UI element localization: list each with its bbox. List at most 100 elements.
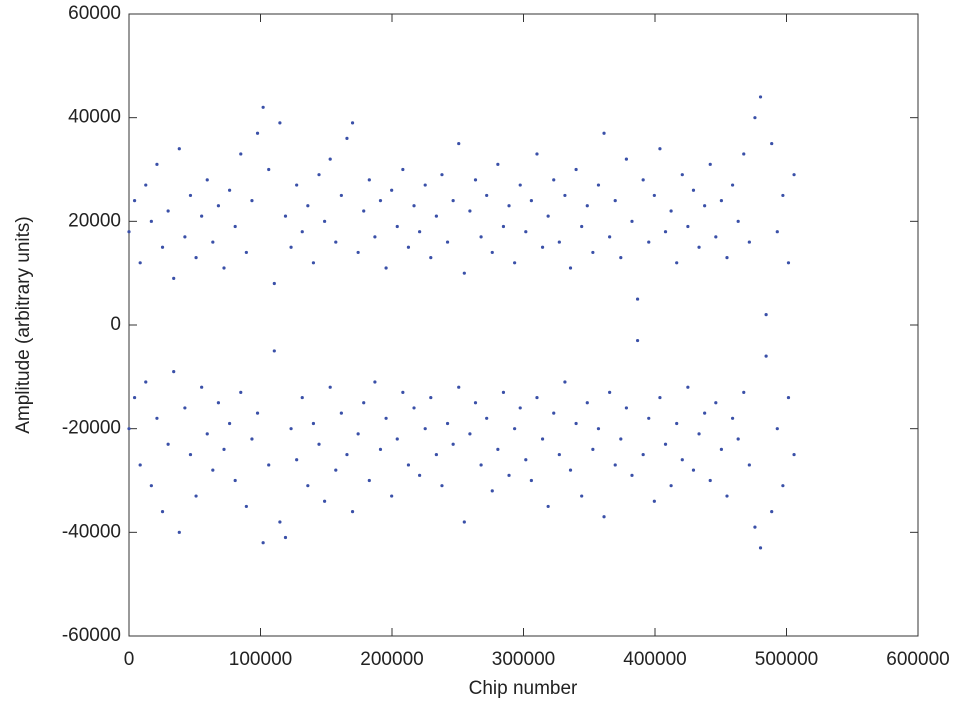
point: [378, 199, 383, 203]
point: [155, 162, 159, 166]
point: [283, 535, 288, 540]
point: [300, 230, 304, 234]
point: [200, 385, 204, 389]
point: [166, 442, 170, 446]
point: [440, 173, 444, 177]
point: [239, 390, 243, 394]
point: [546, 214, 550, 218]
point: [412, 204, 416, 208]
point: [311, 421, 316, 426]
point: [473, 178, 478, 182]
point: [384, 266, 388, 270]
point: [239, 152, 243, 156]
point: [445, 240, 450, 244]
point: [680, 173, 684, 177]
x-tick-label: 100000: [229, 649, 292, 670]
point: [177, 147, 181, 151]
point: [356, 432, 360, 436]
point: [708, 478, 712, 483]
point: [781, 193, 785, 198]
point: [786, 395, 791, 400]
point: [658, 147, 662, 151]
point: [406, 245, 411, 249]
point: [395, 224, 399, 229]
point: [753, 525, 757, 529]
point: [714, 401, 718, 405]
point: [127, 230, 131, 234]
point: [686, 224, 690, 229]
point: [306, 204, 310, 208]
point: [272, 349, 276, 353]
point: [770, 510, 774, 514]
point: [669, 209, 673, 213]
point: [568, 266, 573, 270]
point: [686, 385, 690, 389]
y-axis-label: Amplitude (arbitrary units): [13, 216, 34, 434]
point: [518, 406, 522, 410]
point: [334, 240, 338, 244]
point: [675, 421, 679, 426]
point: [401, 167, 405, 172]
point: [289, 245, 293, 249]
point: [602, 515, 606, 519]
point: [742, 152, 746, 156]
point: [306, 484, 310, 488]
point: [529, 199, 533, 203]
point: [758, 546, 763, 550]
point: [138, 261, 142, 265]
point: [429, 256, 433, 260]
point: [557, 240, 561, 244]
point: [418, 230, 422, 234]
point: [390, 188, 394, 192]
y-tick-label: 60000: [68, 3, 121, 24]
point: [485, 416, 489, 420]
point: [317, 173, 321, 177]
point: [524, 458, 528, 462]
point: [663, 230, 668, 234]
point: [691, 468, 696, 472]
point: [390, 494, 394, 498]
point: [663, 442, 668, 446]
point: [295, 183, 299, 187]
point: [144, 183, 148, 187]
point: [451, 442, 455, 446]
point: [172, 370, 176, 374]
point: [384, 416, 388, 420]
point: [619, 256, 623, 260]
x-tick-label: 0: [124, 649, 135, 670]
point: [608, 390, 612, 394]
point: [585, 204, 589, 208]
y-tick-label: 20000: [68, 210, 121, 231]
point: [177, 530, 181, 534]
point: [658, 395, 662, 400]
point: [630, 473, 634, 477]
point: [261, 541, 265, 545]
point: [613, 199, 617, 203]
point: [764, 313, 768, 317]
point: [563, 193, 567, 198]
point: [624, 406, 628, 410]
point: [764, 354, 768, 358]
point: [155, 416, 159, 420]
point: [401, 390, 405, 394]
point: [295, 458, 299, 462]
point: [781, 484, 785, 488]
y-tick-label: 0: [110, 314, 121, 335]
point: [367, 478, 371, 483]
point: [211, 240, 215, 244]
point: [406, 463, 411, 467]
point: [580, 224, 584, 229]
point: [434, 214, 438, 218]
point: [323, 499, 327, 503]
point: [540, 245, 545, 249]
point: [149, 484, 153, 488]
point: [328, 157, 332, 161]
point: [641, 452, 645, 457]
point: [233, 478, 237, 483]
point: [362, 401, 366, 405]
y-tick-label: -20000: [62, 418, 121, 439]
point: [730, 416, 735, 420]
point: [691, 188, 696, 192]
point: [356, 250, 360, 255]
point: [747, 240, 751, 244]
